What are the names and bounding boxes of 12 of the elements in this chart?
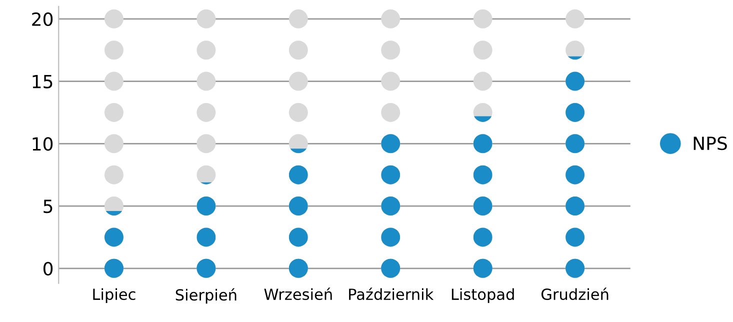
x-tick-label: Wrzesień (264, 288, 332, 300)
x-tick-label: Grudzień (541, 288, 608, 300)
y-tick-label: 5 (44, 200, 52, 214)
x-tick-label: Listopad (452, 288, 514, 304)
y-tick-label: 20 (32, 12, 53, 26)
legend-label: NPS (694, 136, 727, 150)
y-tick-label: 10 (32, 137, 53, 151)
y-tick-label: 15 (32, 74, 52, 88)
x-tick-label: Październik (349, 288, 434, 300)
y-tick-label: 0 (43, 262, 53, 276)
x-tick-label: Sierpień (176, 288, 236, 304)
x-tick-label: Lipiec (93, 288, 136, 304)
